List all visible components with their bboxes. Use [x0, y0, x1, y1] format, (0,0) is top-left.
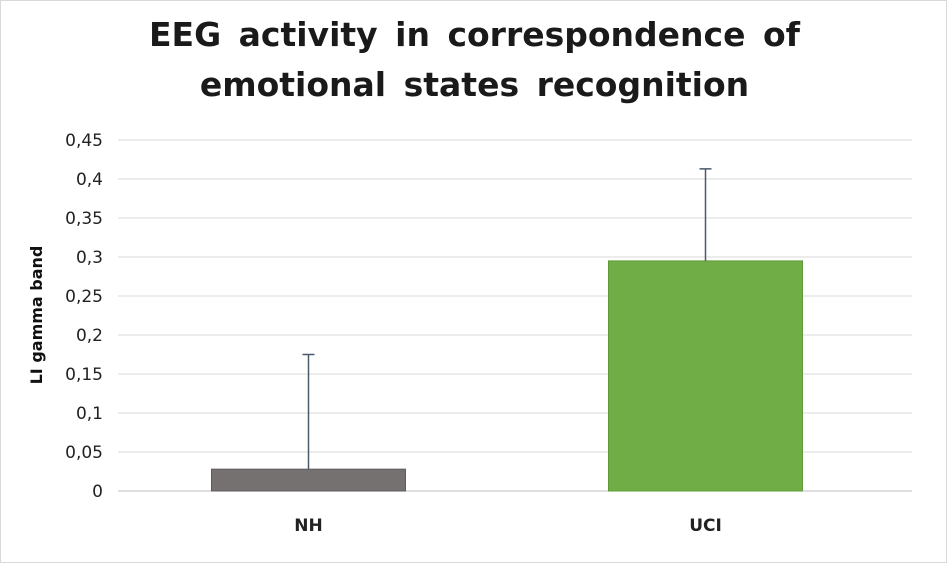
x-axis-labels: NH UCI [294, 516, 722, 536]
y-tick-label: 0,3 [76, 248, 103, 268]
error-bars [302, 168, 712, 470]
chart-title: EEG activity in correspondence of emotio… [0, 10, 949, 110]
chart-title-line-1: EEG activity in correspondence of [148, 15, 801, 54]
y-tick-label: 0,35 [65, 209, 103, 229]
y-axis-ticks: 0 0,05 0,1 0,15 0,2 0,25 0,3 0,35 0,4 0,45 [65, 131, 103, 502]
y-axis-label: LI gamma band [27, 246, 46, 385]
chart-title-line-2: emotional states recognition [199, 65, 750, 104]
y-tick-label: 0,15 [65, 365, 103, 385]
x-tick-label-nh: NH [294, 516, 322, 536]
bar-nh [211, 468, 406, 492]
y-tick-label: 0,25 [65, 287, 103, 307]
y-tick-label: 0,4 [76, 170, 103, 190]
y-tick-label: 0,1 [76, 404, 103, 424]
y-tick-label: 0,2 [76, 326, 103, 346]
x-tick-label-uci: UCI [689, 516, 722, 536]
y-tick-label: 0 [92, 482, 103, 502]
bars [211, 260, 803, 492]
y-tick-label: 0,05 [65, 443, 103, 463]
y-tick-label: 0,45 [65, 131, 103, 151]
bar-uci [608, 260, 803, 492]
